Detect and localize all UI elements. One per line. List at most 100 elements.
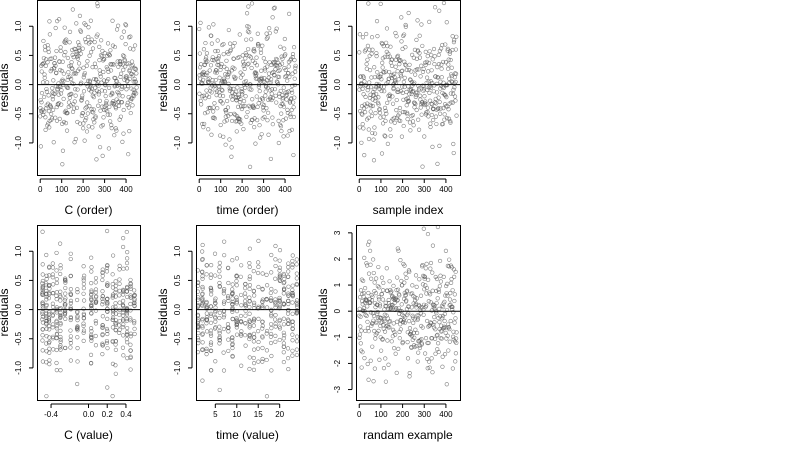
data-point	[105, 316, 110, 321]
data-point	[63, 40, 68, 45]
data-point	[268, 298, 273, 303]
data-point	[79, 113, 84, 118]
data-point	[444, 20, 449, 25]
data-point	[221, 52, 226, 57]
y-tick-label: 1.0	[14, 245, 23, 257]
data-point	[286, 284, 291, 289]
data-point	[431, 106, 436, 111]
data-point	[76, 53, 81, 58]
data-point	[100, 294, 105, 299]
data-point	[89, 269, 94, 274]
data-point	[200, 331, 205, 336]
data-point	[369, 35, 375, 40]
y-axis: -1.0-0.50.00.51.0	[14, 20, 34, 150]
data-point	[58, 315, 63, 321]
data-point	[453, 79, 458, 85]
data-point	[366, 115, 371, 120]
data-point	[75, 54, 80, 59]
data-point	[58, 310, 63, 315]
data-point	[290, 262, 295, 267]
data-point	[53, 25, 58, 31]
data-point	[376, 295, 381, 300]
data-point	[86, 25, 91, 30]
data-point	[445, 322, 451, 327]
data-point	[277, 274, 283, 279]
data-point	[200, 316, 205, 322]
data-point	[386, 362, 391, 367]
data-point	[105, 346, 110, 351]
data-point	[40, 338, 45, 343]
data-point	[117, 281, 122, 286]
data-point	[361, 126, 366, 131]
data-point	[50, 107, 56, 112]
data-point	[81, 126, 86, 131]
data-point	[450, 100, 455, 105]
data-point	[217, 310, 222, 315]
data-point	[262, 114, 267, 120]
data-point	[58, 45, 63, 50]
data-point	[230, 282, 235, 287]
data-point	[220, 42, 225, 48]
x-tick-label: 400	[278, 185, 292, 194]
data-point	[117, 277, 122, 282]
x-tick-label: 200	[76, 185, 90, 194]
data-point	[217, 84, 222, 89]
data-point	[432, 5, 438, 10]
data-point	[365, 304, 370, 309]
data-point	[100, 277, 105, 283]
data-point	[44, 294, 49, 300]
data-point	[366, 1, 371, 6]
data-point	[273, 257, 278, 262]
data-point	[208, 340, 214, 345]
data-point	[200, 249, 205, 254]
data-point	[416, 83, 421, 88]
data-point	[247, 264, 252, 270]
data-point	[105, 306, 110, 311]
data-point	[389, 63, 395, 69]
data-point	[448, 91, 454, 96]
data-point	[133, 67, 138, 72]
data-point	[282, 36, 287, 42]
data-point	[383, 118, 388, 123]
data-point	[50, 94, 55, 99]
y-tick-label: 1.0	[173, 20, 182, 32]
data-point	[217, 260, 222, 265]
data-point	[418, 74, 423, 79]
data-point	[247, 333, 252, 338]
data-point	[41, 56, 46, 61]
data-point	[89, 107, 94, 112]
data-point	[44, 308, 49, 313]
data-point	[226, 51, 231, 57]
data-point	[374, 81, 379, 87]
data-point	[432, 54, 437, 59]
data-point	[359, 81, 364, 86]
data-point	[238, 332, 244, 337]
data-point	[384, 26, 390, 31]
data-point	[447, 339, 452, 344]
data-point	[386, 76, 392, 81]
data-point	[242, 103, 248, 109]
data-point	[372, 125, 377, 130]
data-point	[58, 293, 63, 298]
data-point	[128, 316, 133, 321]
data-point	[238, 313, 244, 319]
data-point	[91, 76, 97, 82]
data-point	[444, 307, 450, 313]
data-point	[395, 287, 401, 292]
data-point	[239, 333, 244, 338]
data-point	[281, 85, 286, 90]
x-tick-label: 200	[396, 185, 410, 194]
data-point	[449, 280, 454, 286]
data-point	[110, 281, 115, 287]
data-point	[113, 339, 118, 344]
data-point	[231, 86, 236, 91]
data-point	[110, 315, 116, 320]
data-point	[436, 287, 441, 292]
data-point	[66, 70, 71, 75]
data-point	[435, 296, 440, 301]
data-point	[120, 303, 126, 308]
data-point	[90, 125, 95, 130]
data-point	[80, 110, 86, 116]
data-point	[394, 370, 399, 375]
data-point	[288, 114, 293, 119]
